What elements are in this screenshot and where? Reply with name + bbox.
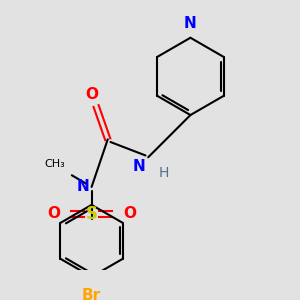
- Text: H: H: [159, 166, 169, 180]
- Text: N: N: [77, 179, 90, 194]
- Text: N: N: [133, 159, 146, 174]
- Text: S: S: [85, 205, 98, 223]
- Text: O: O: [85, 86, 98, 101]
- Text: N: N: [184, 16, 197, 31]
- Text: O: O: [47, 206, 60, 221]
- Text: CH₃: CH₃: [45, 159, 65, 169]
- Text: O: O: [123, 206, 136, 221]
- Text: Br: Br: [82, 288, 101, 300]
